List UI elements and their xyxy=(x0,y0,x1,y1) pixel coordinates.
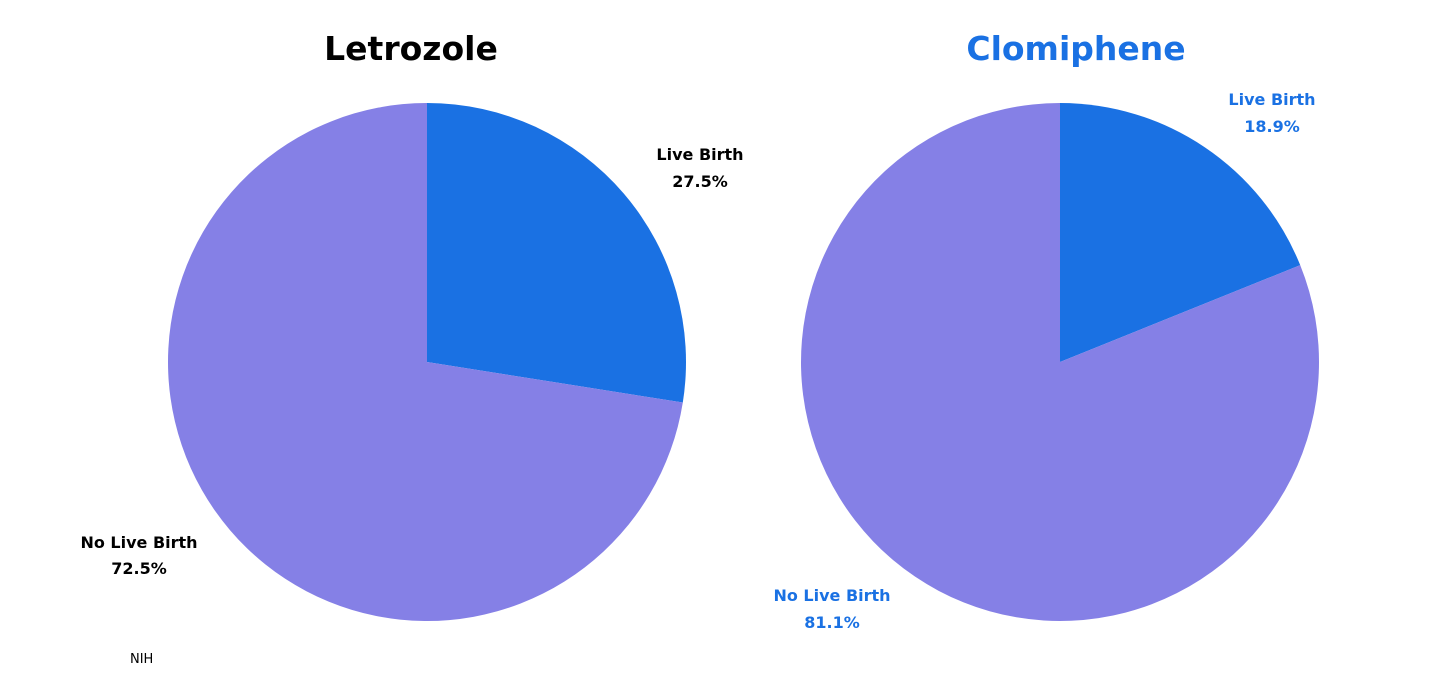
letrozole-live-birth-label: Live Birth xyxy=(656,145,743,164)
clomiphene-no-live-birth-label: No Live Birth xyxy=(773,586,890,605)
clomiphene-slices xyxy=(801,103,1320,621)
clomiphene-live-birth-slice xyxy=(1060,103,1301,362)
letrozole-slices xyxy=(167,103,686,622)
clomiphene-chart: Clomiphene Live Birth 18.9% No Live Birt… xyxy=(773,29,1320,632)
clomiphene-title: Clomiphene xyxy=(966,29,1185,68)
letrozole-title: Letrozole xyxy=(324,29,498,68)
letrozole-live-birth-value: 27.5% xyxy=(672,172,728,191)
clomiphene-live-birth-label: Live Birth xyxy=(1228,90,1315,109)
clomiphene-live-birth-value: 18.9% xyxy=(1244,117,1300,136)
letrozole-no-live-birth-label: No Live Birth xyxy=(80,533,197,552)
letrozole-live-birth-slice xyxy=(427,103,686,403)
source-note: NIH xyxy=(130,652,153,667)
letrozole-no-live-birth-slice xyxy=(167,103,683,622)
letrozole-chart: Letrozole Live Birth 27.5% No Live Birth… xyxy=(80,29,744,622)
clomiphene-no-live-birth-slice xyxy=(801,103,1320,621)
letrozole-no-live-birth-value: 72.5% xyxy=(111,559,167,578)
clomiphene-no-live-birth-value: 81.1% xyxy=(804,613,860,632)
